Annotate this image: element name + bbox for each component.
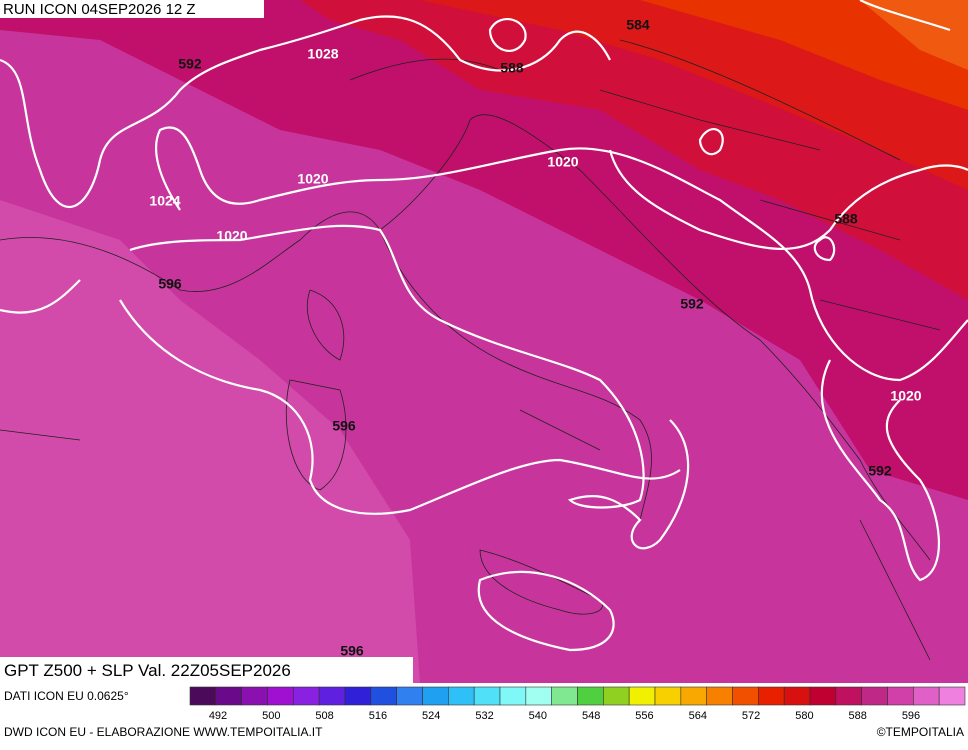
contour-label: 1024 xyxy=(149,193,180,209)
colorbar-swatch xyxy=(525,686,552,706)
contour-label: 592 xyxy=(178,56,202,72)
colorbar-swatch xyxy=(938,686,966,706)
colorbar-swatch xyxy=(577,686,604,706)
contour-label: 1020 xyxy=(297,171,328,187)
colorbar-tick-label: 508 xyxy=(315,710,333,722)
contour-label: 1020 xyxy=(890,388,921,404)
colorbar-tick-label: 572 xyxy=(742,710,760,722)
colorbar-tick-label: 588 xyxy=(849,710,867,722)
colorbar-swatch xyxy=(603,686,630,706)
colorbar-swatch xyxy=(783,686,811,706)
colorbar-swatch xyxy=(189,686,217,706)
colorbar-swatch xyxy=(732,686,759,706)
colorbar-swatch xyxy=(422,686,449,706)
isobar xyxy=(119,299,681,515)
colorbar-tick-label: 596 xyxy=(902,710,920,722)
colorbar: 492 500 508 516 524 532 540 548 556 564 572 580 588 5… xyxy=(189,686,966,722)
colorbar-tick-label: 492 xyxy=(209,710,227,722)
contour-label: 1028 xyxy=(307,46,338,62)
colorbar-tick-label: 532 xyxy=(475,710,493,722)
colorbar-tick-label: 516 xyxy=(369,710,387,722)
colorbar-swatch xyxy=(706,686,733,706)
colorbar-tick-label: 540 xyxy=(529,710,547,722)
colorbar-tick-label: 548 xyxy=(582,710,600,722)
contour-label: 588 xyxy=(500,60,524,76)
header-box xyxy=(0,0,264,18)
isobar xyxy=(477,570,615,652)
isobar xyxy=(820,359,940,582)
colorbar-tick-label: 580 xyxy=(795,710,813,722)
colorbar-swatch xyxy=(473,686,501,706)
contour-label: 596 xyxy=(158,276,182,292)
colorbar-tick-label: 524 xyxy=(422,710,440,722)
isobar xyxy=(488,0,968,262)
colorbar-swatch xyxy=(344,686,372,706)
copyright: ©TEMPOITALIA xyxy=(877,725,964,739)
colorbar-swatch xyxy=(835,686,862,706)
colorbar-swatch xyxy=(809,686,837,706)
product-label: GPT Z500 + SLP Val. 22Z05SEP2026 xyxy=(4,661,291,680)
field-576 xyxy=(640,0,968,110)
colorbar-swatch xyxy=(396,686,423,706)
colorbar-swatch xyxy=(267,686,294,706)
run-label: RUN ICON 04SEP2026 12 Z xyxy=(3,1,196,18)
colorbar-swatch xyxy=(680,686,707,706)
colorbar-swatch xyxy=(293,686,320,706)
colorbar-swatch xyxy=(628,686,656,706)
colorbar-swatch xyxy=(861,686,888,706)
colorbar-swatch xyxy=(318,686,346,706)
colorbar-swatch xyxy=(913,686,940,706)
contour-label: 596 xyxy=(332,418,356,434)
credit: DWD ICON EU - ELABORAZIONE WWW.TEMPOITAL… xyxy=(4,725,323,739)
colorbar-swatch xyxy=(499,686,527,706)
map: 584 592 1028 588 1020 1020 1024 1020 588… xyxy=(0,0,968,683)
isobar xyxy=(0,224,690,550)
contour-label: 1020 xyxy=(547,154,578,170)
colorbar-swatch xyxy=(654,686,682,706)
colorbar-swatch xyxy=(551,686,578,706)
colorbar-tick-label: 500 xyxy=(262,710,280,722)
contour-label: 588 xyxy=(834,211,858,227)
product-box xyxy=(0,657,413,683)
contour-label: 1020 xyxy=(216,228,247,244)
colorbar-swatch xyxy=(370,686,397,706)
field-572 xyxy=(860,0,968,70)
colorbar-swatch xyxy=(241,686,268,706)
isobar xyxy=(155,126,968,382)
colorbar-tick-label: 556 xyxy=(635,710,653,722)
colorbar-tick-label: 564 xyxy=(689,710,707,722)
isobar xyxy=(0,15,611,208)
contour-label: 592 xyxy=(868,463,892,479)
colorbar-swatch xyxy=(758,686,785,706)
contour-labels: 584 592 1028 588 1020 1020 1024 1020 588… xyxy=(149,17,921,659)
colorbar-swatch xyxy=(215,686,242,706)
contour-label: 596 xyxy=(340,643,364,659)
colorbar-swatch xyxy=(887,686,914,706)
contour-label: 584 xyxy=(626,17,650,33)
colorbar-swatch xyxy=(448,686,475,706)
data-source: DATI ICON EU 0.0625° xyxy=(4,689,129,703)
contour-label: 592 xyxy=(680,296,704,312)
